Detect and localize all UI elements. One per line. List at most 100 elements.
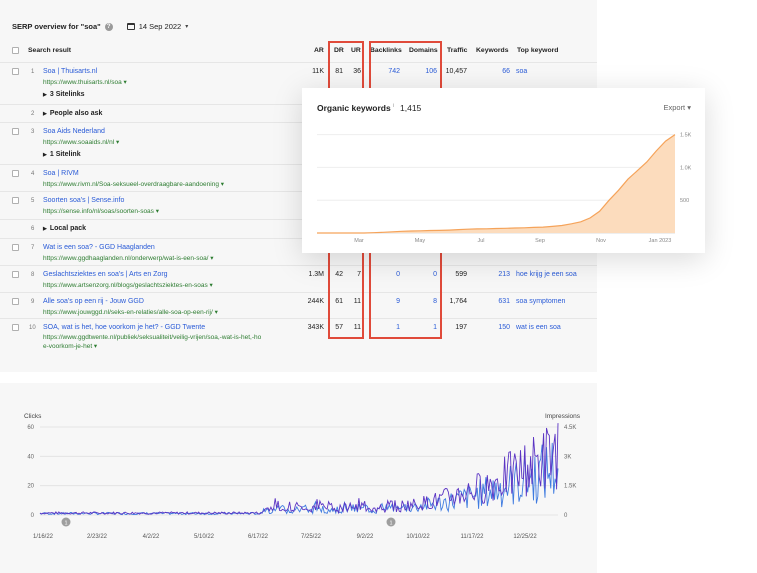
- x-tick-label: 6/17/22: [248, 534, 269, 540]
- row-position: 5: [31, 198, 35, 204]
- x-tick-label: 4/2/22: [143, 534, 160, 540]
- keywords-link[interactable]: 213: [498, 271, 510, 278]
- serp-header: SERP overview for "soa" ? 14 Sep 2022 ▾: [12, 22, 188, 31]
- organic-keywords-chart: 1.5K 1.0K 500 Mar May Jul Sep Nov Jan 2023: [317, 133, 692, 244]
- annotation-label: 1: [64, 521, 67, 527]
- y-right-tick-label: 0: [564, 513, 568, 519]
- result-url-link[interactable]: https://www.ggdhaaglanden.nl/onderwerp/w…: [43, 255, 214, 262]
- top-keyword-link[interactable]: soa: [516, 68, 528, 75]
- result-title-link[interactable]: Soorten soa's | Sense.info: [43, 197, 125, 204]
- column-dr[interactable]: DR: [334, 47, 344, 54]
- result-title-link[interactable]: Geslachtsziektes en soa's | Arts en Zorg: [43, 271, 168, 278]
- ar-value: 343K: [307, 324, 324, 331]
- x-tick-label: 11/17/22: [461, 534, 485, 540]
- dr-value: 61: [335, 298, 343, 305]
- x-tick-label: Jul: [477, 238, 484, 244]
- column-backlinks[interactable]: Backlinks: [370, 47, 402, 54]
- row-checkbox[interactable]: [12, 244, 19, 251]
- x-tick-label: 12/25/22: [513, 534, 537, 540]
- backlinks-link[interactable]: 9: [396, 298, 400, 305]
- row-position: 8: [31, 272, 35, 278]
- expand-triangle-icon: ▶: [43, 152, 47, 158]
- help-icon[interactable]: ?: [104, 22, 113, 31]
- serp-title: SERP overview for "soa": [12, 22, 101, 31]
- backlinks-link[interactable]: 0: [396, 271, 400, 278]
- row-checkbox[interactable]: [12, 128, 19, 135]
- top-keyword-link[interactable]: wat is een soa: [516, 324, 561, 331]
- result-url-link[interactable]: https://www.artsenzorg.nl/blogs/geslacht…: [43, 282, 213, 289]
- row-position: 6: [31, 226, 35, 232]
- domains-link[interactable]: 0: [433, 271, 437, 278]
- top-keyword-link[interactable]: hoe krijg je een soa: [516, 271, 577, 278]
- result-title-link[interactable]: Wat is een soa? - GGD Haaglanden: [43, 244, 155, 251]
- y-left-tick-label: 60: [27, 425, 34, 431]
- table-row: 7 Wat is een soa? - GGD Haaglanden https…: [0, 238, 597, 264]
- column-top-keyword[interactable]: Top keyword: [517, 47, 559, 54]
- table-row: 9 Alle soa's op een rij - Jouw GGD https…: [0, 292, 597, 318]
- keywords-link[interactable]: 631: [498, 298, 510, 305]
- result-title-link[interactable]: Alle soa's op een rij - Jouw GGD: [43, 298, 144, 305]
- row-position: 2: [31, 111, 35, 117]
- local-pack-toggle[interactable]: ▶ Local pack: [43, 225, 86, 232]
- domains-link[interactable]: 8: [433, 298, 437, 305]
- table-row: 3 Soa Aids Nederland https://www.soaaids…: [0, 122, 597, 164]
- row-checkbox[interactable]: [12, 170, 19, 177]
- calendar-icon: [126, 23, 135, 30]
- domains-link[interactable]: 106: [425, 68, 437, 75]
- table-row: 6 ▶ Local pack: [0, 219, 597, 237]
- column-keywords[interactable]: Keywords: [476, 47, 509, 54]
- row-checkbox[interactable]: [12, 324, 19, 331]
- row-checkbox[interactable]: [12, 197, 19, 204]
- result-url-link[interactable]: https://www.thuisarts.nl/soa ▾: [43, 79, 127, 86]
- table-row: 2 ▶ People also ask: [0, 104, 597, 122]
- column-ar[interactable]: AR: [314, 47, 324, 54]
- table-header: Search result AR DR UR Backlinks Domains…: [12, 47, 597, 59]
- x-tick-label: May: [415, 238, 426, 244]
- y-left-tick-label: 20: [27, 484, 34, 490]
- keywords-link[interactable]: 150: [498, 324, 510, 331]
- table-row: 8 Geslachtsziektes en soa's | Arts en Zo…: [0, 265, 597, 291]
- table-row: 4 Soa | RIVM https://www.rivm.nl/Soa-sek…: [0, 164, 597, 190]
- result-url-link[interactable]: https://www.rivm.nl/Soa-seksueel-overdra…: [43, 181, 225, 188]
- result-url-link[interactable]: https://www.ggdtwente.nl/publiek/seksual…: [43, 334, 262, 341]
- backlinks-link[interactable]: 742: [388, 68, 400, 75]
- y-tick-label: 500: [680, 198, 689, 204]
- result-url-link[interactable]: https://www.jouwggd.nl/seks-en-relaties/…: [43, 309, 218, 316]
- result-title-link[interactable]: Soa Aids Nederland: [43, 128, 105, 135]
- info-icon[interactable]: i: [393, 103, 395, 110]
- date-picker[interactable]: 14 Sep 2022 ▾: [126, 22, 188, 31]
- domains-link[interactable]: 1: [433, 324, 437, 331]
- sitelinks-toggle[interactable]: ▶ 1 Sitelink: [43, 151, 81, 158]
- result-title-link[interactable]: SOA, wat is het, hoe voorkom je het? - G…: [43, 324, 206, 331]
- row-checkbox[interactable]: [12, 298, 19, 305]
- ar-value: 244K: [307, 298, 324, 305]
- x-tick-label: Jan 2023: [649, 238, 672, 244]
- column-ur[interactable]: UR: [351, 47, 361, 54]
- row-checkbox[interactable]: [12, 68, 19, 75]
- result-url-link[interactable]: https://www.soaaids.nl/nl ▾: [43, 139, 120, 146]
- export-button[interactable]: Export ▾: [663, 103, 691, 112]
- backlinks-link[interactable]: 1: [396, 324, 400, 331]
- keywords-link[interactable]: 66: [502, 68, 510, 75]
- sitelinks-toggle[interactable]: ▶ 3 Sitelinks: [43, 91, 85, 98]
- organic-keywords-value: 1,415: [400, 103, 422, 113]
- y-tick-label: 1.0K: [680, 165, 692, 171]
- x-tick-label: 9/2/22: [357, 534, 374, 540]
- sitelinks-label: 3 Sitelinks: [49, 91, 85, 98]
- row-position: 4: [31, 171, 35, 177]
- annotation-marker: [386, 517, 396, 527]
- table-row: 10 SOA, wat is het, hoe voorkom je het? …: [0, 318, 597, 354]
- column-search-result[interactable]: Search result: [28, 47, 72, 54]
- result-title-link[interactable]: Soa | Thuisarts.nl: [43, 68, 98, 75]
- result-title-link[interactable]: Soa | RIVM: [43, 170, 79, 177]
- column-domains[interactable]: Domains: [409, 47, 438, 54]
- select-all-checkbox[interactable]: [12, 47, 19, 54]
- x-tick-label: Sep: [535, 238, 545, 244]
- people-also-ask-toggle[interactable]: ▶ People also ask: [43, 110, 102, 117]
- row-checkbox[interactable]: [12, 271, 19, 278]
- column-traffic[interactable]: Traffic: [447, 47, 468, 54]
- result-url-link-continued[interactable]: e-voorkom-je-het ▾: [43, 343, 98, 350]
- result-url-link[interactable]: https://sense.info/nl/soas/soorten-soas …: [43, 208, 159, 215]
- top-keyword-link[interactable]: soa symptomen: [516, 298, 566, 305]
